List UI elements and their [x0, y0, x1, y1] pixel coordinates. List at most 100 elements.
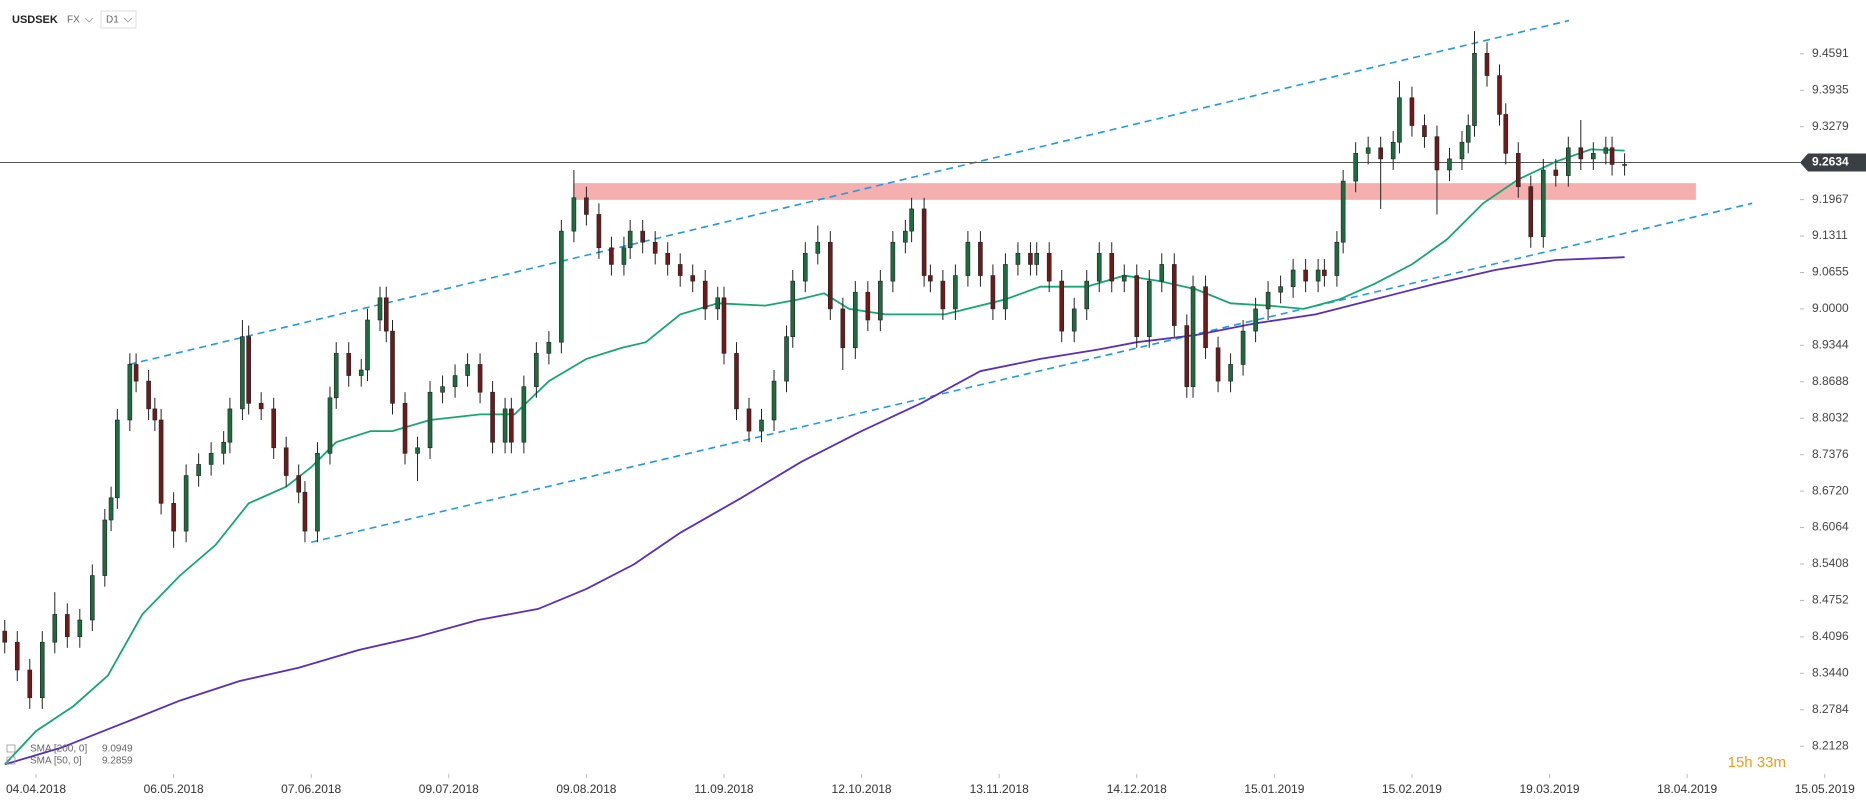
candle-body	[1190, 286, 1196, 387]
candle-body	[965, 241, 971, 276]
candle-body	[978, 241, 983, 276]
candle-body	[1553, 169, 1559, 176]
interval-box[interactable]	[100, 10, 137, 29]
price-tag-label: 9.2634	[1812, 155, 1849, 169]
candle-body	[1322, 269, 1327, 276]
legend-name: SMA [50, 0]	[30, 756, 82, 767]
y-tick-label: 8.6720	[1812, 483, 1849, 497]
candle-body	[108, 497, 114, 521]
candle-body	[158, 419, 164, 504]
candle-body	[1315, 269, 1321, 282]
x-tick-label: 04.04.2018	[6, 782, 66, 796]
candle-body	[790, 280, 796, 337]
candle-body	[1184, 325, 1190, 387]
candle-body	[1159, 264, 1165, 282]
candle-body	[315, 453, 320, 532]
candle-body	[1134, 275, 1140, 337]
x-tick-label: 07.06.2018	[281, 782, 341, 796]
candle-body	[596, 214, 602, 249]
x-tick-label: 14.12.2018	[1107, 782, 1167, 796]
candle-body	[1447, 158, 1452, 171]
candle-body	[1334, 241, 1340, 276]
candle-body	[27, 669, 33, 699]
y-tick-label: 8.4752	[1812, 593, 1849, 607]
candle-body	[427, 391, 433, 449]
candle-body	[953, 275, 958, 310]
legend-icon	[6, 756, 16, 765]
candle-body	[133, 364, 139, 382]
y-tick-label: 9.4591	[1812, 46, 1849, 60]
y-tick-label: 8.2784	[1812, 702, 1849, 716]
candle-body	[521, 386, 527, 443]
candle-body	[621, 247, 627, 265]
y-tick-label: 9.0000	[1812, 301, 1849, 315]
candle-body	[784, 336, 789, 382]
candle-body	[440, 386, 445, 393]
candle-body	[452, 375, 458, 387]
candle-body	[715, 297, 721, 310]
candle-body	[127, 364, 133, 421]
candle-body	[221, 441, 226, 454]
candle-body	[1071, 308, 1077, 332]
candle-body	[1515, 153, 1521, 187]
candle-body	[271, 408, 276, 449]
candle-body	[1465, 125, 1471, 143]
candle-body	[1365, 147, 1371, 154]
candle-body	[258, 403, 264, 410]
x-tick-label: 11.09.2018	[694, 782, 753, 796]
countdown: 15h 33m	[1728, 754, 1786, 771]
candle-body	[702, 280, 708, 310]
candle-body	[1109, 253, 1115, 282]
candle-body	[840, 308, 846, 349]
candle-body	[1303, 269, 1308, 282]
candle-body	[909, 208, 914, 232]
candle-body	[1434, 136, 1440, 171]
candle-body	[1121, 275, 1127, 282]
y-tick-label: 8.6064	[1812, 520, 1849, 534]
candle-body	[928, 275, 933, 282]
y-tick-label: 8.2128	[1812, 738, 1849, 752]
candle-body	[627, 230, 633, 249]
candle-body	[152, 408, 158, 421]
candle-body	[296, 475, 302, 493]
candle-body	[115, 419, 120, 499]
resistance-zone	[573, 183, 1696, 200]
candle-body	[865, 291, 871, 321]
y-tick-label: 9.1311	[1812, 228, 1848, 242]
x-tick-label: 18.04.2019	[1657, 782, 1717, 796]
candle-body	[559, 230, 564, 343]
y-tick-label: 8.3440	[1812, 666, 1849, 680]
interval-selector[interactable]: D1	[106, 15, 119, 26]
candle-body	[146, 380, 151, 410]
candle-body	[1459, 141, 1465, 160]
candle-body	[402, 403, 408, 454]
candle-body	[609, 247, 614, 265]
candle-body	[196, 464, 201, 476]
candle-body	[1353, 153, 1358, 182]
candle-body	[734, 353, 739, 410]
candle-body	[208, 453, 214, 465]
candle-body	[1340, 180, 1346, 243]
candle-body	[940, 280, 946, 310]
candle-body	[509, 408, 514, 443]
candle-body	[1603, 147, 1609, 154]
candle-body	[333, 353, 339, 399]
candle-body	[490, 391, 495, 443]
price-tag	[1800, 153, 1866, 172]
candle-body	[465, 364, 470, 376]
candle-body	[546, 341, 552, 354]
candle-body	[365, 319, 370, 371]
market-selector[interactable]: FX	[67, 15, 80, 26]
candle-body	[246, 336, 251, 404]
candle-body	[39, 641, 45, 699]
candle-body	[990, 275, 996, 310]
candle-body	[534, 353, 539, 387]
candle-body	[102, 519, 108, 576]
candle-body	[1290, 269, 1296, 287]
y-tick-label: 8.8032	[1812, 410, 1849, 424]
sma-line	[4, 148, 1625, 766]
candle-body	[302, 491, 308, 532]
x-tick-label: 15.01.2019	[1244, 782, 1304, 796]
candle-body	[802, 253, 808, 282]
candle-body	[227, 408, 233, 443]
